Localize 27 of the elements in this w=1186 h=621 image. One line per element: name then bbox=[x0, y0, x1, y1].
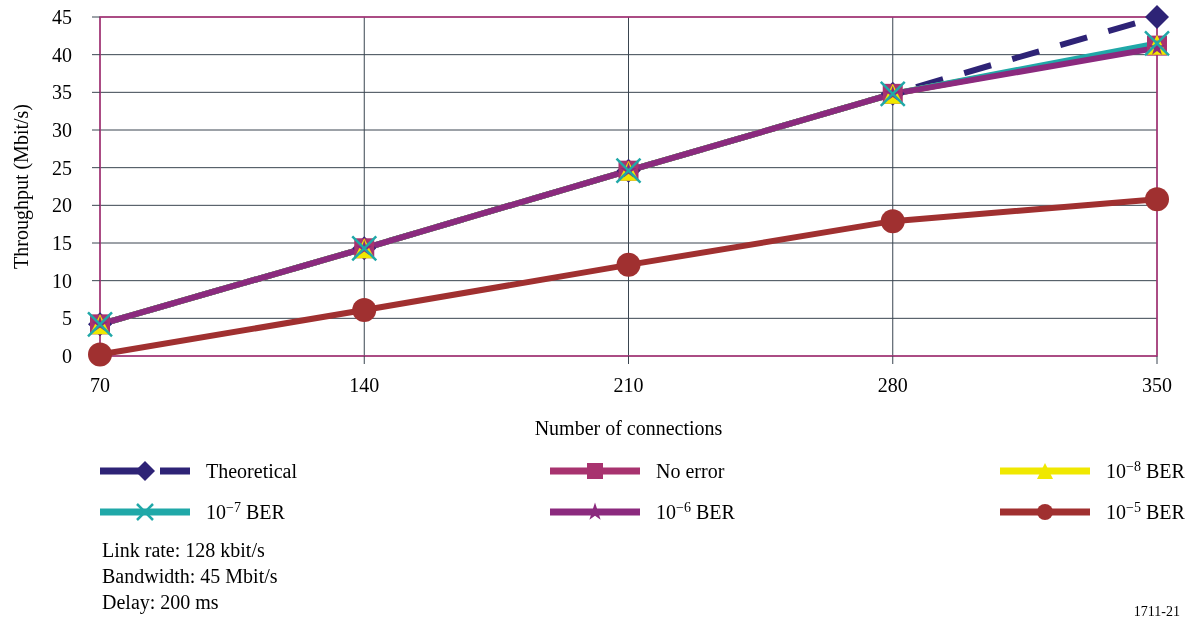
y-tick-label: 5 bbox=[62, 307, 72, 330]
x-axis-title: Number of connections bbox=[534, 417, 723, 439]
x-tick-label: 280 bbox=[877, 374, 908, 396]
y-tick-label: 10 bbox=[52, 269, 72, 292]
y-tick-label: 25 bbox=[52, 156, 72, 179]
y-axis-title: Throughput (Mbit/s) bbox=[10, 104, 33, 269]
legend-label: Theoretical bbox=[206, 460, 298, 482]
legend-label: 10$^{−5}$ BER bbox=[1106, 499, 1186, 523]
y-tick-label: 20 bbox=[52, 194, 72, 217]
legend-label: 10$^{−8}$ BER bbox=[1106, 458, 1186, 482]
y-tick-label: 40 bbox=[52, 43, 72, 66]
y-tick-label: 0 bbox=[62, 345, 72, 367]
legend-label: 10$^{−6}$ BER bbox=[656, 499, 736, 523]
text: Bandwidth: 45 Mbit/s bbox=[102, 565, 278, 587]
y-tick-label: 30 bbox=[52, 119, 72, 141]
y-tick-label: 45 bbox=[52, 6, 72, 28]
x-tick-label: 70 bbox=[90, 374, 110, 396]
text: Delay: 200 ms bbox=[102, 591, 219, 614]
text: Link rate: 128 kbit/s bbox=[102, 539, 265, 561]
y-tick-label: 35 bbox=[52, 81, 72, 104]
legend-label: 10$^{−7}$ BER bbox=[206, 499, 286, 523]
x-tick-label: 140 bbox=[349, 374, 380, 396]
x-tick-label: 350 bbox=[1142, 374, 1172, 396]
x-tick-label: 210 bbox=[613, 374, 644, 396]
y-tick-label: 15 bbox=[52, 232, 72, 254]
text: 1711-21 bbox=[1133, 604, 1180, 619]
legend-label: No error bbox=[656, 460, 725, 482]
